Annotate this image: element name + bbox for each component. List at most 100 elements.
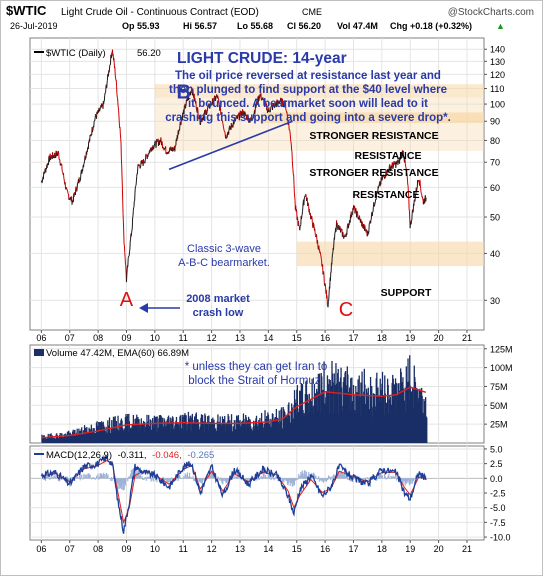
macd-legend-prefix: MACD(12,26,9) [46,450,112,461]
macd-histogram-bar [293,478,296,486]
macd-histogram-bar [320,478,322,481]
volume-bar [137,417,139,443]
macd-histogram-bar [69,478,71,482]
macd-histogram-bar [177,478,179,481]
macd-histogram-bar [321,478,323,482]
macd-histogram-bar [265,477,267,479]
macd-histogram-bar [403,478,406,482]
stockcharts-brand[interactable]: @StockCharts.com [448,7,534,18]
macd-histogram-bar [339,470,342,479]
macd-histogram-bar [261,478,264,480]
macd-histogram-bar [79,478,81,481]
macd-histogram-bar [98,478,100,480]
macd-histogram-bar [264,477,266,479]
macd-histogram-bar [59,478,61,482]
macd-histogram-bar [94,478,96,480]
macd-histogram-bar [78,474,81,479]
macd-histogram-bar [263,472,265,479]
volume-bar [332,382,334,443]
volume-bar [426,417,428,443]
macd-histogram-bar [126,478,128,480]
macd-histogram-bar [88,474,91,479]
macd-histogram-bar [142,478,144,480]
macd-histogram-bar [296,478,298,481]
macd-histogram-bar [100,473,103,479]
macd-histogram-bar [376,478,378,481]
volume-bar [76,428,78,443]
macd-histogram-bar [249,478,251,482]
macd-histogram-bar [99,473,101,479]
macd-histogram-bar [325,478,328,482]
macd-histogram-bar [170,478,172,480]
price-x-axis: 06 07 08 09 10 11 12 13 14 15 16 17 18 19 20 21 [36,330,472,343]
macd-histogram-bar [150,478,152,482]
macd-histogram-bar [48,478,50,479]
macd-histogram-bar [318,478,320,482]
macd-histogram-bar [220,478,223,482]
volume-bar [185,415,187,443]
macd-histogram-bar [92,478,94,480]
macd-histogram-bar [96,477,98,479]
macd-x-tick-label: 11 [179,544,188,554]
volume-ema [41,386,427,439]
volume-bar [371,385,373,443]
macd-histogram-bar [294,478,296,481]
macd-histogram-bar [322,478,324,481]
volume-y-axis: 25M 50M 75M 100M 125M [484,344,513,430]
price-x-tick-label: 18 [377,333,387,343]
macd-histogram-bar [330,478,332,481]
price-x-tick-label: 20 [434,333,444,343]
macd-histogram-bar [225,478,227,483]
macd-histogram-bar [291,478,293,484]
macd-histogram-bar [405,478,407,484]
macd-histogram-bar [129,475,131,479]
macd-histogram-bar [88,473,90,479]
price-y-tick-label: 140 [490,45,505,55]
volume-bar [280,407,283,443]
macd-histogram-bar [404,478,406,486]
bearmarket-label-line-1: Classic 3-wave [187,243,261,255]
macd-histogram-bar [406,478,408,482]
bear-trendline [168,120,293,171]
macd-histogram-bar [413,478,415,480]
macd-histogram-bar [236,474,238,479]
volume-bar [149,419,152,443]
macd-histogram-bar [394,477,396,479]
macd-histogram-bar [46,477,48,479]
macd-histogram-bar [103,476,105,479]
macd-histogram-bar [341,471,343,479]
macd-histogram-bar [224,478,226,480]
macd-histogram-bar [270,478,272,481]
macd-histogram-bar [156,478,158,483]
macd-histogram-bar [225,478,227,483]
macd-histogram-bar [421,478,423,480]
macd-histogram-bar [264,474,267,479]
macd-histogram-bar [149,476,151,479]
header-change: Chg +0.18 (+0.32%) [390,21,472,31]
up-arrow-icon: ▲ [496,21,505,31]
price-x-tick-label: 16 [320,333,330,343]
macd-histogram-bar [148,476,150,479]
macd-histogram-bar [53,475,55,479]
macd-histogram-bar [387,475,389,479]
macd-histogram-bar [277,478,279,482]
macd-histogram-bar [120,478,122,489]
macd-histogram-bar [134,470,136,479]
header-low: Lo 55.68 [237,21,273,31]
macd-histogram-bar [200,478,202,483]
macd-histogram-bar [91,478,93,480]
macd-histogram-bar [301,470,303,479]
volume-bar [272,413,274,443]
chart-title: LIGHT CRUDE: 14-year [177,50,347,67]
macd-histogram-bar [208,474,210,479]
macd-histogram-bar [303,470,306,479]
macd-histogram-bar [124,478,126,484]
macd-histogram-bar [407,478,409,483]
price-y-tick-label: 70 [490,158,500,168]
macd-histogram-bar [116,478,118,484]
price-x-tick-label: 11 [179,333,188,343]
macd-histogram-bar [89,474,91,479]
macd-histogram-bar [57,478,59,481]
macd-x-tick-label: 21 [462,544,472,554]
macd-histogram-bar [147,478,149,479]
